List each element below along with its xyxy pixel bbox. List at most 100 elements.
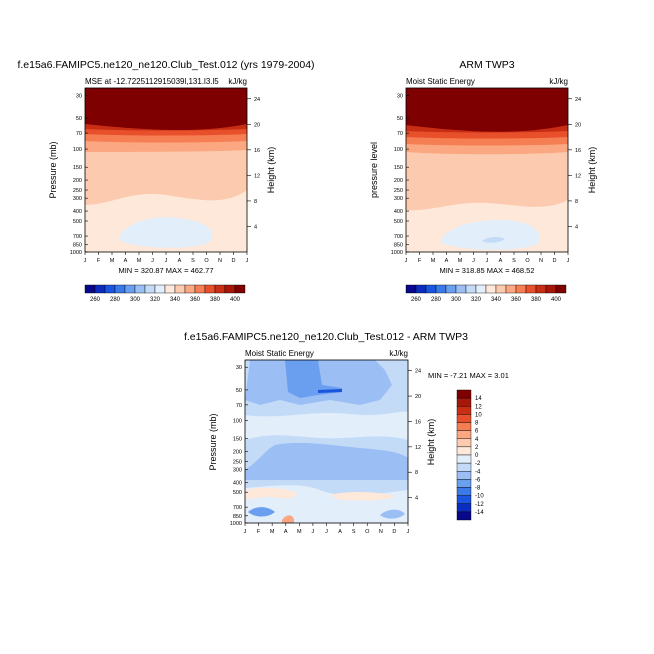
panel-units-label: kJ/kg — [228, 77, 247, 86]
month-tick-label: S — [352, 529, 356, 535]
pressure-tick-label: 200 — [394, 178, 403, 184]
colorbar-swatch — [456, 397, 472, 407]
month-tick-label: J — [407, 529, 410, 535]
height-tick-label: 8 — [575, 199, 578, 205]
pressure-tick-label: 700 — [233, 505, 242, 511]
height-tick-label: 16 — [415, 419, 421, 425]
month-tick-label: J — [84, 258, 87, 264]
colorbar-swatch — [485, 284, 497, 294]
colorbar-swatch — [214, 284, 226, 294]
colorbar-swatch — [425, 284, 437, 294]
min-max-stats: MIN = 318.85 MAX = 468.52 — [439, 266, 534, 275]
min-max-stats: MIN = 320.87 MAX = 462.77 — [118, 266, 213, 275]
y-axis-label-right: Height (km) — [426, 419, 436, 466]
contour-band-minus2-lower — [245, 442, 408, 480]
colorbar-swatch — [194, 284, 206, 294]
pressure-tick-label: 30 — [397, 93, 403, 99]
colorbar-label: 320 — [471, 297, 482, 303]
contour-band-minus8 — [318, 389, 342, 393]
contour-band-minus4-low — [248, 507, 275, 517]
height-tick-label: 4 — [254, 224, 257, 230]
colorbar-swatch — [455, 284, 467, 294]
pressure-tick-label: 30 — [76, 93, 82, 99]
colorbar-swatch — [456, 406, 472, 415]
height-tick-label: 24 — [415, 369, 421, 375]
month-tick-label: N — [539, 258, 543, 264]
month-tick-label: M — [431, 258, 436, 264]
colorbar: 260 280 300 320 340 360 380 400 — [84, 284, 246, 303]
pressure-tick-label: 250 — [233, 459, 242, 465]
height-tick-label: 24 — [254, 97, 260, 103]
month-tick-label: J — [486, 258, 489, 264]
colorbar-vertical: 14 12 10 8 6 4 2 0 -2 -4 -6 -8 -10 -12 -14 — [456, 389, 484, 521]
y-axis-label: pressure level — [369, 142, 379, 198]
colorbar-swatch — [456, 462, 472, 472]
colorbar: 260 280 300 320 340 360 380 400 — [405, 284, 567, 303]
month-tick-label: S — [512, 258, 516, 264]
colorbar-label: 10 — [475, 412, 482, 418]
colorbar-swatch — [456, 479, 472, 488]
contour-band-pos2 — [245, 487, 297, 500]
height-tick-label: 8 — [415, 470, 418, 476]
month-tick-label: J — [567, 258, 570, 264]
colorbar-label: 360 — [190, 297, 201, 303]
colorbar-label: 400 — [230, 297, 241, 303]
pressure-tick-label: 700 — [73, 234, 82, 240]
colorbar-swatch — [505, 284, 517, 294]
colorbar-swatch — [445, 284, 457, 294]
month-tick-label: J — [246, 258, 249, 264]
month-tick-label: M — [297, 529, 302, 535]
colorbar-label: 2 — [475, 445, 479, 451]
colorbar-swatch — [475, 284, 487, 294]
pressure-tick-label: 70 — [76, 131, 82, 137]
colorbar-swatch — [456, 422, 472, 431]
height-tick-label: 20 — [575, 122, 581, 128]
colorbar-label: 380 — [210, 297, 221, 303]
colorbar-swatch — [164, 284, 176, 294]
month-tick-label: O — [525, 258, 530, 264]
height-tick-label: 24 — [575, 97, 581, 103]
colorbar-label: 280 — [431, 297, 442, 303]
colorbar-swatch — [204, 284, 216, 294]
pressure-tick-label: 400 — [73, 209, 82, 215]
colorbar-swatch — [114, 284, 126, 294]
contour-band-pos4 — [282, 515, 294, 523]
panel-title: f.e15a6.FAMIPC5.ne120_ne120.Club_Test.01… — [184, 331, 468, 343]
y-axis-label: Pressure (mb) — [48, 141, 58, 198]
panel-title: ARM TWP3 — [459, 59, 514, 71]
colorbar-swatch — [405, 284, 417, 294]
month-tick-label: N — [218, 258, 222, 264]
panel-title: f.e15a6.FAMIPC5.ne120_ne120.Club_Test.01… — [17, 59, 314, 71]
contour-field — [245, 360, 408, 523]
month-tick-label: J — [472, 258, 475, 264]
month-tick-label: M — [270, 529, 275, 535]
colorbar-swatch — [174, 284, 186, 294]
month-tick-label: A — [338, 529, 342, 535]
colorbar-swatch — [415, 284, 427, 294]
month-tick-label: A — [178, 258, 182, 264]
contour-band-minus4-mid — [245, 411, 408, 440]
pressure-tick-label: 700 — [394, 234, 403, 240]
pressure-tick-label: 50 — [397, 116, 403, 122]
panel-units-label: kJ/kg — [549, 77, 568, 86]
month-tick-label: O — [204, 258, 209, 264]
colorbar-swatch — [456, 471, 472, 480]
pressure-tick-label: 850 — [233, 514, 242, 520]
panel-left-label: Moist Static Energy — [245, 349, 314, 358]
colorbar-swatch — [456, 503, 472, 513]
panel-observation: ARM TWP3 Moist Static Energy kJ/kg 30 50 7… — [369, 59, 597, 303]
height-axis: 24 20 16 12 8 4 — [408, 369, 421, 502]
colorbar-swatch — [456, 430, 472, 439]
pressure-tick-label: 400 — [233, 480, 242, 486]
colorbar-swatch — [456, 495, 472, 504]
height-tick-label: 12 — [415, 445, 421, 451]
pressure-tick-label: 500 — [233, 490, 242, 496]
colorbar-label: 400 — [551, 297, 562, 303]
colorbar-label: 12 — [475, 404, 482, 410]
colorbar-label: 4 — [475, 437, 479, 443]
colorbar-swatch — [456, 438, 472, 448]
month-tick-label: J — [312, 529, 315, 535]
